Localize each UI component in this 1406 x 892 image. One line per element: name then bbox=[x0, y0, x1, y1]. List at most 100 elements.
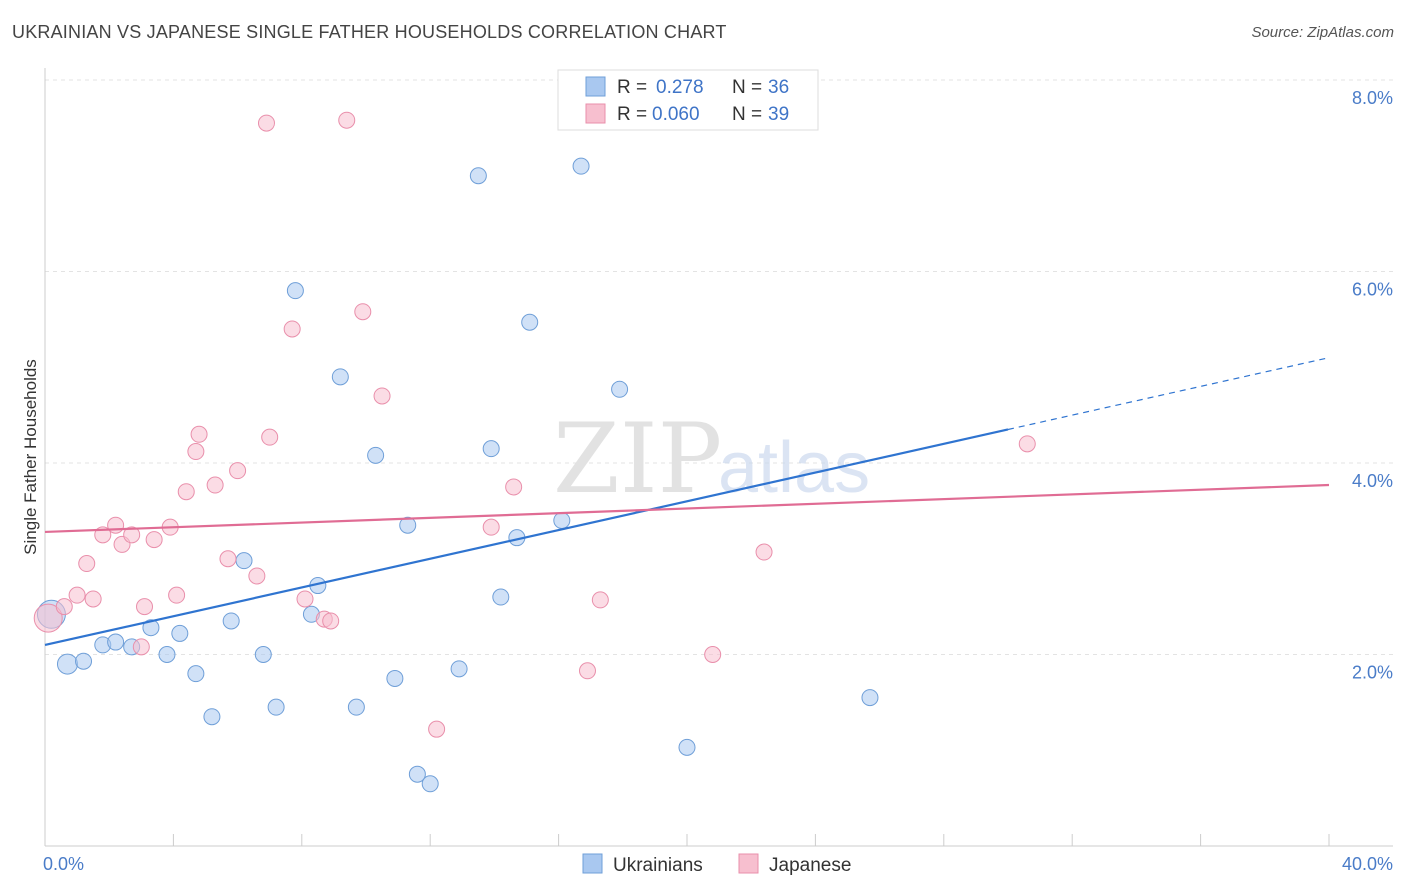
japanese-point bbox=[55, 598, 73, 616]
legend-r-label-1: R = bbox=[617, 77, 647, 98]
japanese-point bbox=[338, 111, 356, 129]
y-tick-label: 6.0% bbox=[1352, 280, 1393, 300]
japanese-points bbox=[33, 111, 1036, 738]
japanese-point bbox=[187, 443, 205, 461]
ukrainians-point bbox=[187, 665, 205, 683]
legend-n-value-1: 36 bbox=[768, 77, 789, 98]
japanese-point bbox=[132, 638, 150, 656]
ukrainians-point bbox=[331, 368, 349, 386]
watermark-atlas: atlas bbox=[718, 428, 870, 508]
legend-r-value-1: 0.278 bbox=[656, 77, 704, 98]
ukrainians-point bbox=[492, 588, 510, 606]
legend-n-label-1: N = bbox=[732, 77, 762, 98]
bottom-legend-swatch-japanese bbox=[738, 853, 759, 874]
ukrainians-point bbox=[254, 646, 272, 663]
ukrainians-point bbox=[142, 619, 160, 637]
source-label: Source: ZipAtlas.com bbox=[1251, 24, 1394, 41]
japanese-point bbox=[505, 478, 523, 496]
japanese-point bbox=[261, 428, 279, 446]
ukrainians-point bbox=[386, 669, 404, 687]
japanese-point bbox=[123, 526, 141, 544]
ukrainians-point bbox=[421, 775, 439, 793]
japanese-point bbox=[755, 543, 773, 561]
ukrainians-point bbox=[399, 516, 417, 534]
ukrainians-point bbox=[107, 633, 125, 651]
japanese-point bbox=[257, 114, 275, 132]
chart-title: UKRAINIAN VS JAPANESE SINGLE FATHER HOUS… bbox=[12, 22, 727, 42]
ukrainians-point bbox=[469, 167, 487, 185]
japanese-point bbox=[354, 303, 372, 321]
stats-legend: R = 0.278 N = 36 R = 0.060 N = 39 bbox=[557, 69, 819, 131]
trend-lines bbox=[44, 357, 1330, 646]
ukrainians-point bbox=[203, 708, 221, 726]
japanese-point bbox=[229, 462, 247, 480]
ukrainians-point bbox=[521, 313, 539, 331]
legend-n-value-2: 39 bbox=[768, 104, 789, 125]
japanese-point bbox=[248, 567, 266, 585]
ukrainians-point bbox=[678, 738, 696, 756]
series-legend: Ukrainians Japanese bbox=[582, 853, 851, 876]
ukrainians-point bbox=[267, 698, 285, 716]
legend-n-label-2: N = bbox=[732, 104, 762, 125]
japanese-point bbox=[136, 598, 154, 616]
ukrainians-point bbox=[553, 511, 571, 529]
bottom-legend-swatch-ukrainians bbox=[582, 853, 603, 874]
bottom-legend-japanese: Japanese bbox=[769, 855, 851, 876]
japanese-point bbox=[107, 516, 125, 534]
japanese-point bbox=[145, 531, 163, 549]
japanese-point bbox=[33, 603, 63, 633]
japanese-point bbox=[84, 590, 102, 608]
japanese-point bbox=[591, 591, 609, 609]
y-ticks: 2.0% 4.0% 6.0% 8.0% bbox=[1352, 88, 1393, 683]
japanese-point bbox=[168, 586, 186, 604]
japanese-point bbox=[578, 662, 596, 680]
ukrainians-trend-line bbox=[44, 428, 1009, 646]
ukrainians-point bbox=[235, 552, 253, 570]
x-ticks: 0.0% 40.0% bbox=[43, 834, 1393, 874]
japanese-point bbox=[482, 518, 500, 536]
ukrainians-point bbox=[572, 157, 590, 175]
japanese-point bbox=[206, 476, 224, 494]
ukrainians-point bbox=[408, 765, 426, 783]
y-axis-label: Single Father Households bbox=[21, 359, 40, 555]
legend-r-value-2: 0.060 bbox=[652, 104, 700, 125]
ukrainians-point bbox=[222, 612, 240, 630]
legend-swatch-ukrainians bbox=[585, 76, 606, 97]
japanese-trend-line bbox=[44, 483, 1330, 534]
japanese-point bbox=[177, 483, 195, 501]
watermark-zip: ZIP bbox=[553, 403, 722, 515]
y-tick-label: 2.0% bbox=[1352, 663, 1393, 683]
y-tick-label: 8.0% bbox=[1352, 88, 1393, 108]
ukrainians-trend-extension bbox=[1007, 357, 1330, 431]
ukrainians-point bbox=[158, 646, 176, 663]
japanese-point bbox=[296, 590, 314, 608]
japanese-point bbox=[283, 320, 301, 338]
japanese-point bbox=[428, 720, 446, 738]
ukrainians-point bbox=[367, 446, 385, 464]
ukrainians-point bbox=[171, 624, 189, 642]
japanese-point bbox=[373, 387, 391, 405]
legend-r-label-2: R = bbox=[617, 104, 647, 125]
legend-swatch-japanese bbox=[585, 103, 606, 124]
japanese-point bbox=[78, 555, 96, 573]
watermark: ZIP atlas bbox=[553, 403, 870, 515]
ukrainians-point bbox=[450, 660, 468, 678]
ukrainians-point bbox=[861, 689, 879, 707]
ukrainians-point bbox=[75, 652, 93, 670]
ukrainians-point bbox=[347, 698, 365, 716]
japanese-point bbox=[704, 646, 722, 663]
ukrainians-point bbox=[286, 282, 304, 300]
y-tick-label: 4.0% bbox=[1352, 471, 1393, 491]
ukrainians-point bbox=[611, 380, 629, 398]
bottom-legend-ukrainians: Ukrainians bbox=[613, 855, 703, 876]
ukrainians-point bbox=[482, 440, 500, 458]
japanese-point bbox=[1018, 435, 1036, 453]
japanese-point bbox=[219, 550, 237, 568]
axes bbox=[44, 68, 1393, 847]
ukrainians-point bbox=[56, 653, 78, 675]
japanese-point bbox=[190, 425, 208, 443]
japanese-point bbox=[68, 586, 86, 604]
x-tick-label: 0.0% bbox=[43, 854, 84, 874]
x-tick-label: 40.0% bbox=[1342, 854, 1393, 874]
